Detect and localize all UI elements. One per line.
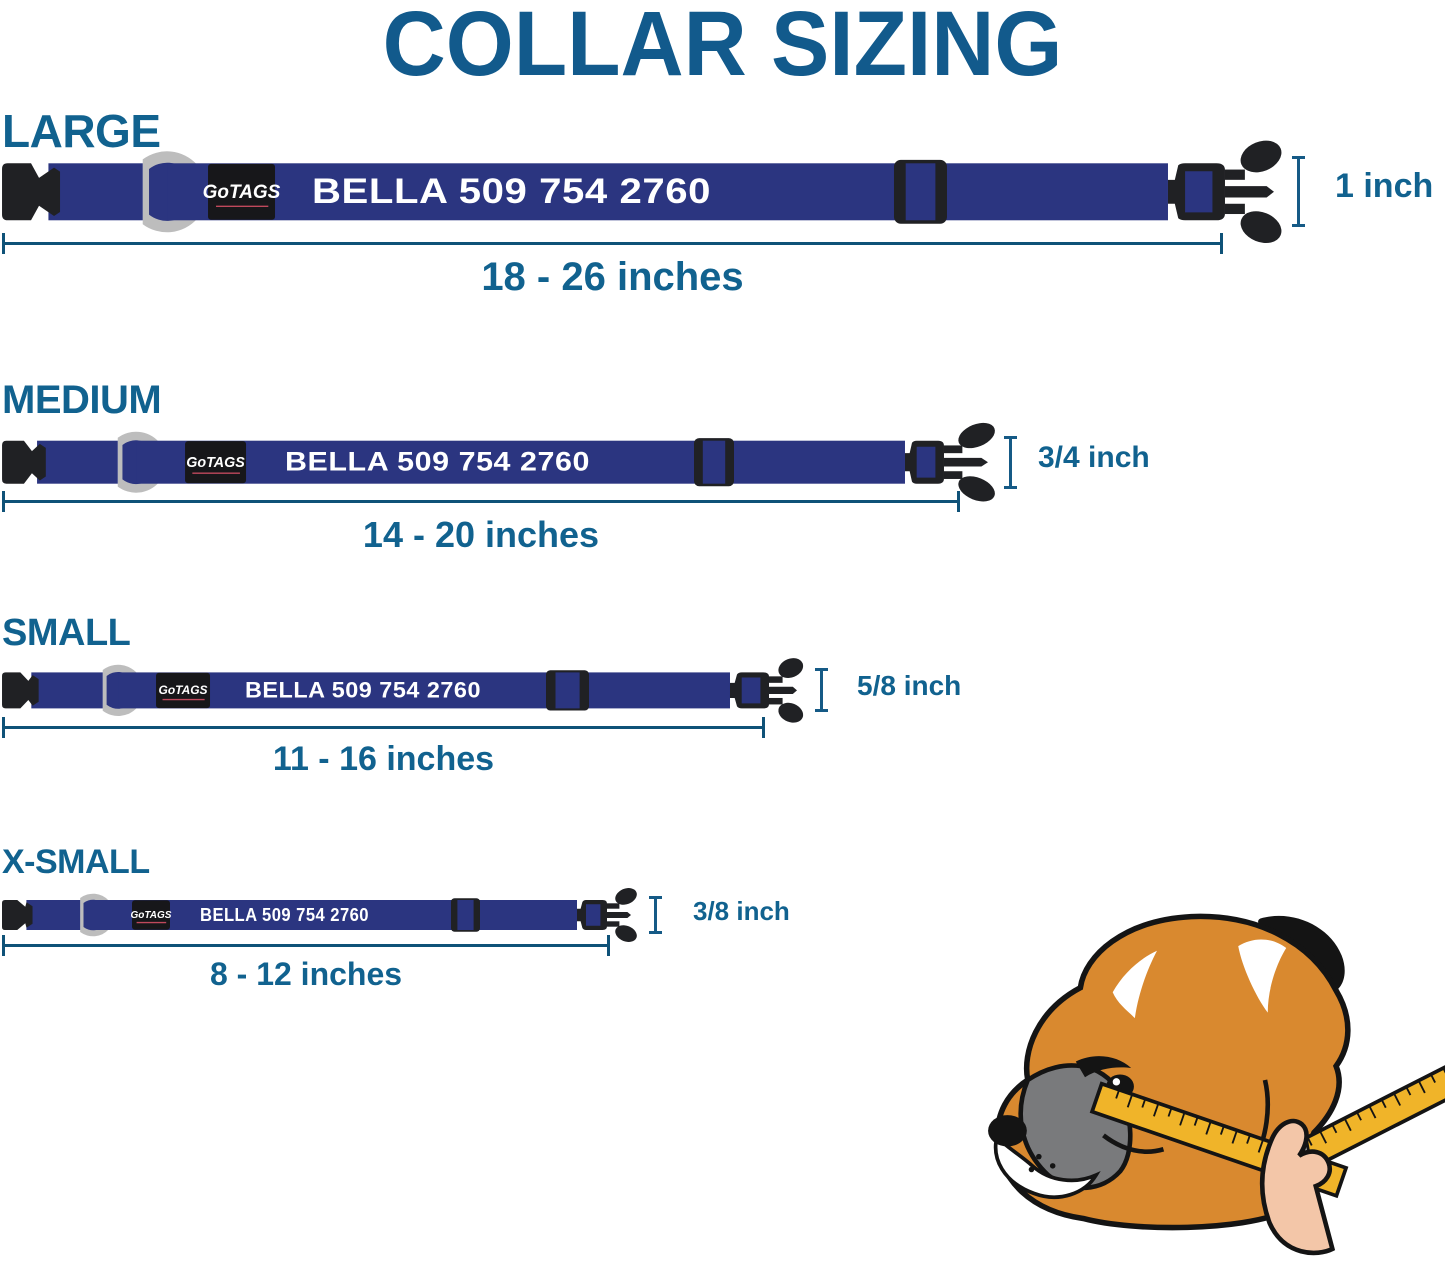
svg-text:GoTAGS: GoTAGS bbox=[158, 683, 207, 697]
svg-text:BELLA 509 754 2760: BELLA 509 754 2760 bbox=[200, 904, 369, 925]
svg-text:GoTAGS: GoTAGS bbox=[203, 182, 281, 203]
svg-text:BELLA 509 754 2760: BELLA 509 754 2760 bbox=[312, 172, 711, 211]
svg-text:BELLA 509 754 2760: BELLA 509 754 2760 bbox=[285, 447, 590, 477]
svg-text:GoTAGS: GoTAGS bbox=[186, 455, 245, 471]
svg-text:BELLA 509 754 2760: BELLA 509 754 2760 bbox=[245, 677, 481, 702]
svg-text:GoTAGS: GoTAGS bbox=[131, 910, 172, 921]
